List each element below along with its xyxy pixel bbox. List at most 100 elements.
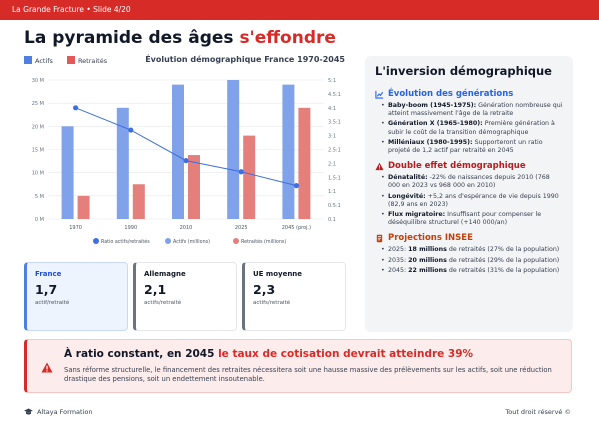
- section-title-text: Projections INSEE: [388, 233, 473, 244]
- y-left-tick-label: 20 M: [32, 124, 44, 130]
- item-bold: 20 millions: [408, 256, 447, 264]
- item-text: Supporteront un ratio projeté de 1,2 act…: [388, 138, 543, 155]
- item-bold: Flux migratoire:: [388, 211, 446, 219]
- y-left-tick-label: 15 M: [32, 148, 44, 154]
- y-right-tick-label: 2.5:1: [328, 148, 341, 154]
- stat-card-unit: actif/retraité: [35, 300, 70, 306]
- section-title: Projections INSEE: [375, 233, 563, 243]
- bar-retraites: [188, 155, 200, 219]
- ratio-point: [128, 127, 134, 133]
- list-item: Longévité: +5,2 ans d'espérance de vie d…: [381, 193, 563, 209]
- item-text: Génération nombreuse qui atteint massive…: [388, 102, 563, 118]
- callout-title-highlight: le taux de cotisation devrait atteindre …: [218, 348, 474, 360]
- list-item: 2025: 18 millions de retraités (27% de l…: [381, 246, 563, 254]
- stat-card-value: 1,7: [35, 282, 58, 297]
- legend-actifs: Actifs: [24, 56, 53, 65]
- page-title-highlight: s'effondre: [239, 28, 336, 48]
- page-title: La pyramide des âges s'effondre: [24, 28, 336, 48]
- stat-card-value: 2,1: [144, 282, 167, 297]
- warning-icon: [375, 162, 384, 170]
- legend-label: Ratio actifs/retraités: [101, 238, 150, 245]
- section-projections: Projections INSEE 2025: 18 millions de r…: [375, 233, 563, 275]
- legend-marker: [233, 238, 239, 244]
- section-title: Évolution des générations: [375, 89, 563, 99]
- item-text: Première génération à subir le coût de l…: [388, 120, 555, 136]
- item-pre: 2025:: [388, 246, 409, 254]
- document-icon: [376, 234, 383, 243]
- x-tick-label: 2045 (proj.): [282, 225, 311, 231]
- y-right-tick-label: 0.5:1: [328, 203, 341, 209]
- bar-actifs: [61, 126, 74, 219]
- ratio-point: [73, 105, 79, 111]
- item-bold: Longévité:: [388, 192, 426, 200]
- panel-title: L'inversion démographique: [375, 64, 552, 78]
- chart-title: Évolution démographique France 1970-2045: [145, 55, 345, 64]
- top-legend: Actifs Retraités: [24, 56, 107, 65]
- y-right-tick-label: 1:1: [328, 189, 336, 195]
- x-tick-label: 2025: [235, 225, 248, 231]
- bar-actifs: [172, 84, 184, 219]
- bar-retraites: [243, 135, 256, 219]
- legend-retraites: Retraités: [66, 56, 108, 65]
- section-title-text: Évolution des générations: [388, 89, 514, 99]
- y-right-tick-label: 0.1: [328, 217, 336, 223]
- item-text: -22% de naissances depuis 2010 (768 000 …: [388, 174, 550, 190]
- ratio-line: [75, 107, 297, 187]
- y-right-tick-label: 2:1: [328, 161, 336, 167]
- bar-actifs: [227, 80, 240, 219]
- bar-retraites: [77, 195, 90, 219]
- warning-icon: [41, 362, 53, 373]
- y-left-tick-label: 5 M: [35, 194, 44, 200]
- legend-actifs-label: Actifs: [35, 57, 53, 65]
- trend-chart-icon: [375, 90, 384, 99]
- bar-retraites: [132, 184, 145, 219]
- stat-card-name: Allemagne: [144, 270, 186, 278]
- section-double-effet: Double effet démographique Dénatalité: -…: [375, 161, 563, 227]
- section-title-text: Double effet démographique: [388, 161, 526, 172]
- ratio-point: [238, 169, 244, 175]
- item-bold: Génération X (1965-1980):: [388, 120, 483, 128]
- bar-actifs: [116, 107, 129, 219]
- demographic-chart: 0 M 5 M 10 M 15 M 20 M 25 M 30 M 0.1 0.5:1 1:1 1.5…: [32, 78, 341, 245]
- callout-title-main: À ratio constant, en 2045: [64, 348, 219, 360]
- top-bar-text: La Grande Fracture • Slide 4/20: [12, 5, 131, 14]
- info-panel: L'inversion démographique Évolution des …: [365, 56, 573, 332]
- callout-text: Sans réforme structurelle, le financemen…: [64, 366, 552, 383]
- item-text: de retraités (31% de la population): [446, 266, 560, 274]
- y-left-tick-label: 10 M: [32, 171, 44, 177]
- footer-brand: Altaya Formation: [37, 408, 93, 416]
- item-text: de retraités (29% de la population): [446, 256, 560, 264]
- x-tick-label: 1970: [69, 225, 82, 231]
- y-right-tick-label: 4.5:1: [328, 92, 341, 98]
- footer-left: Altaya Formation: [24, 408, 93, 416]
- item-text: de retraités (27% de la population): [446, 246, 560, 254]
- top-bar: La Grande Fracture • Slide 4/20: [0, 0, 599, 20]
- stat-card-ue[interactable]: UE moyenne 2,3 actifs/retraité: [242, 262, 346, 331]
- list-item: Flux migratoire: Insuffisant pour compen…: [381, 211, 563, 227]
- y-left-tick-label: 0 M: [35, 217, 44, 223]
- item-bold: Milléniaux (1980-1995):: [388, 138, 473, 146]
- stat-cards: France 1,7 actif/retraité Allemagne 2,1 …: [24, 262, 346, 331]
- legend-marker: [165, 238, 171, 244]
- item-bold: Baby-boom (1945-1975):: [388, 102, 477, 109]
- y-right-tick-label: 1.5:1: [328, 175, 341, 181]
- stat-card-allemagne[interactable]: Allemagne 2,1 actifs/retraité: [133, 262, 237, 331]
- list-item: Génération X (1965-1980): Première génér…: [381, 120, 563, 136]
- ratio-point: [293, 183, 299, 189]
- legend-label: Retraités (millions): [241, 238, 286, 245]
- y-left-tick-label: 25 M: [32, 101, 44, 107]
- bar-actifs: [282, 84, 295, 219]
- legend-retraites-label: Retraités: [77, 57, 108, 65]
- list-item: 2035: 20 millions de retraités (29% de l…: [381, 257, 563, 265]
- item-bold: 22 millions: [408, 266, 447, 274]
- page-title-main: La pyramide des âges: [24, 28, 240, 48]
- legend-actifs-swatch: [24, 56, 32, 64]
- stat-card-unit: actifs/retraité: [144, 300, 182, 306]
- stat-card-france[interactable]: France 1,7 actif/retraité: [24, 262, 128, 331]
- item-bold: 18 millions: [408, 246, 447, 254]
- list-item: Baby-boom (1945-1975): Génération nombre…: [381, 102, 563, 118]
- section-title: Double effet démographique: [375, 161, 563, 171]
- item-pre: 2035:: [388, 256, 409, 264]
- x-tick-label: 1990: [124, 225, 137, 231]
- footer-copyright: Tout droit réservé ©: [505, 408, 571, 416]
